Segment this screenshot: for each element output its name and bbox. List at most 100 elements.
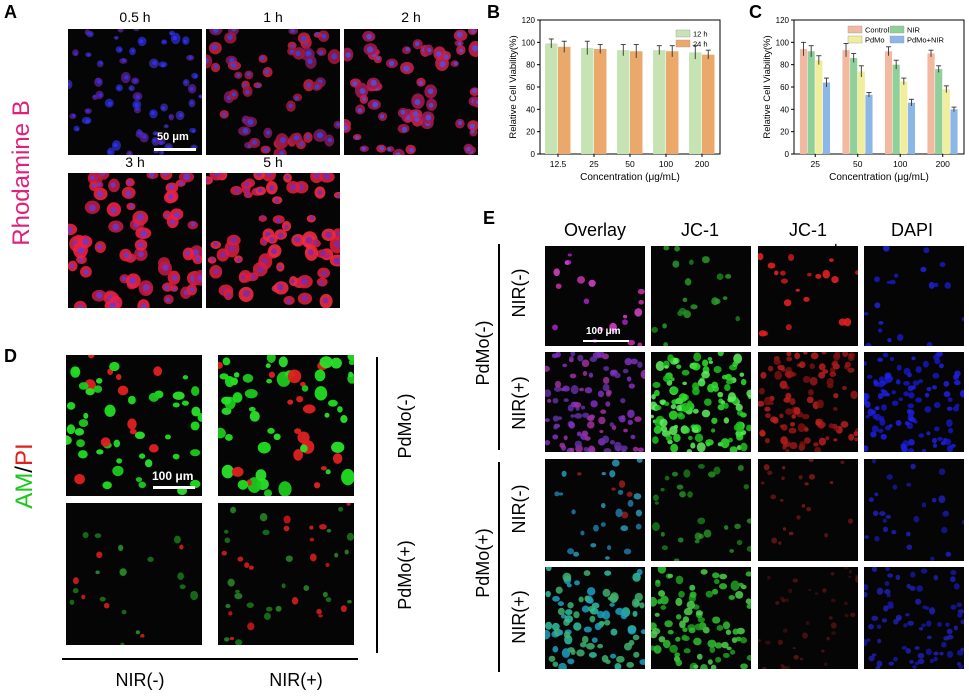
nucleus <box>323 173 331 180</box>
panel-b-xtick-label-4: 200 <box>695 159 709 169</box>
cell <box>876 624 882 629</box>
cell <box>881 618 888 623</box>
panel-d-scale-label: 100 μm <box>152 469 194 483</box>
cell <box>943 510 949 515</box>
nucleus <box>96 191 103 198</box>
cell <box>303 585 310 592</box>
cell <box>677 537 684 543</box>
cell <box>95 570 100 575</box>
nucleus <box>307 249 314 256</box>
cell <box>825 436 830 441</box>
cell <box>222 357 231 366</box>
cell <box>639 659 645 665</box>
cell <box>302 404 316 414</box>
cell <box>273 433 281 441</box>
nucleus <box>188 55 193 60</box>
panel-b-bar-s1-c4 <box>702 54 715 154</box>
cell <box>689 584 696 591</box>
cell <box>875 405 880 411</box>
nucleus <box>137 251 144 258</box>
nucleus <box>415 41 420 47</box>
cell <box>618 480 626 488</box>
cell <box>730 580 740 591</box>
cell <box>885 392 890 397</box>
cell <box>864 583 869 591</box>
cell <box>840 421 849 428</box>
cell <box>612 327 618 333</box>
cell <box>758 639 761 643</box>
cell <box>127 395 136 405</box>
cell <box>301 385 309 392</box>
cell <box>604 619 611 626</box>
nucleus <box>260 215 265 220</box>
nucleus <box>320 250 326 257</box>
panel-c-legend-swatch-2 <box>847 35 863 44</box>
panel-e-divider-group-0 <box>498 244 500 450</box>
cell <box>780 596 785 601</box>
cell <box>788 254 795 261</box>
cell <box>745 571 751 577</box>
panel-b-xtick-label-3: 100 <box>659 159 673 169</box>
cell <box>801 413 810 420</box>
nucleus <box>406 116 411 120</box>
cell <box>675 659 683 667</box>
cell <box>838 318 847 326</box>
cell <box>767 470 773 476</box>
panel-a-time-4: 5 h <box>263 154 283 170</box>
cell <box>565 609 573 616</box>
cell <box>905 531 911 537</box>
cell <box>915 598 922 605</box>
cell <box>113 439 121 448</box>
cell <box>96 378 103 384</box>
cell <box>933 651 939 656</box>
cell <box>191 406 201 417</box>
nucleus <box>231 29 237 32</box>
cell <box>718 583 728 590</box>
cell <box>760 371 767 379</box>
cell <box>554 380 562 388</box>
cell <box>679 491 686 498</box>
cell <box>584 387 593 394</box>
cell <box>221 396 232 405</box>
cell <box>732 361 739 367</box>
nucleus <box>305 236 313 244</box>
cell <box>818 437 827 446</box>
cell <box>230 506 237 514</box>
cell <box>651 326 659 333</box>
cell <box>675 614 682 620</box>
cell <box>660 531 665 537</box>
cell <box>719 573 728 580</box>
nucleus <box>279 137 287 144</box>
cell <box>348 359 354 366</box>
cell <box>589 356 598 363</box>
nucleus <box>428 102 434 108</box>
cell <box>627 499 634 507</box>
nucleus <box>140 303 147 308</box>
cell <box>774 270 779 276</box>
cell <box>669 644 678 654</box>
nucleus <box>129 277 136 284</box>
cell <box>840 460 845 464</box>
cell <box>294 428 302 434</box>
cell <box>729 548 734 553</box>
cell <box>758 387 765 395</box>
cell <box>826 636 830 641</box>
panel-d-side-label: AM/PI <box>9 431 41 521</box>
nucleus <box>306 82 312 88</box>
nucleus <box>162 264 169 271</box>
nucleus <box>234 188 240 194</box>
panel-e-col-label-0: Overlay <box>545 220 645 240</box>
nucleus <box>134 103 139 107</box>
cell <box>764 413 771 419</box>
cell <box>737 465 744 472</box>
cell <box>710 428 716 433</box>
nucleus <box>388 60 395 67</box>
cell <box>265 363 271 369</box>
cell <box>926 341 933 346</box>
cell <box>938 495 946 504</box>
nucleus <box>118 48 122 52</box>
cell <box>99 596 106 602</box>
cell <box>611 487 616 491</box>
cell <box>609 422 615 427</box>
cell <box>681 369 690 376</box>
